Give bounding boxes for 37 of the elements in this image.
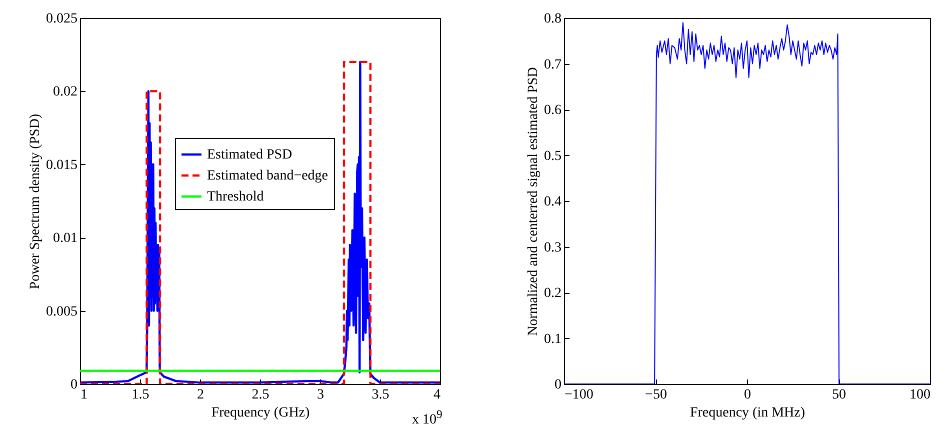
x-tick-label: 4	[434, 388, 440, 402]
y-tick-label: 0.2	[544, 286, 562, 301]
line-series	[80, 60, 440, 384]
x-tick-label: 1.5	[132, 388, 150, 402]
legend-label: Threshold	[207, 190, 264, 204]
line-series	[564, 22, 930, 384]
x-tick-label: 3.5	[372, 388, 390, 402]
x-tick-label: 0	[744, 388, 751, 402]
y-tick-label: 0	[554, 378, 562, 392]
legend-label: Estimated PSD	[207, 148, 292, 162]
x-axis-title: Frequency (GHz)	[211, 406, 310, 420]
y-tick-label: 0.3	[544, 240, 562, 256]
x-tick-label: 2.5	[252, 388, 270, 402]
x-tick-label: 50	[832, 388, 846, 402]
x-tick-label: 1	[80, 388, 88, 402]
x-tick-label: 2	[197, 388, 204, 402]
x-tick-label: 100	[910, 388, 930, 402]
y-tick-label: 0.7	[544, 57, 562, 72]
x-tick-label: −100	[564, 388, 594, 402]
x-tick-label: −50	[645, 388, 667, 402]
y-tick-label: 0.8	[544, 12, 562, 26]
text: x 10$^{9}$	[412, 408, 442, 429]
x-tick-label: 3	[317, 388, 324, 402]
y-tick-label: 0.1	[544, 332, 562, 347]
y-tick-label: 0.6	[544, 103, 562, 118]
y-tick-label: 0.025	[46, 12, 78, 26]
y-tick-label: 0.5	[544, 148, 562, 164]
x-axis-title: Frequency (in MHz)	[690, 406, 806, 420]
y-axis-title: Power Spectrum density (PSD)	[28, 113, 43, 290]
y-tick-label: 0.4	[544, 194, 562, 210]
y-tick-label: 0.02	[53, 84, 78, 100]
y-tick-label: 0.01	[53, 231, 78, 246]
y-tick-label: 0.005	[46, 304, 78, 320]
legend-label: Estimated band−edge	[207, 168, 328, 184]
y-axis-title: Normalized and centerred signal estimated PSD	[526, 67, 541, 336]
y-tick-label: 0	[70, 378, 78, 392]
y-tick-label: 0.015	[46, 158, 78, 173]
